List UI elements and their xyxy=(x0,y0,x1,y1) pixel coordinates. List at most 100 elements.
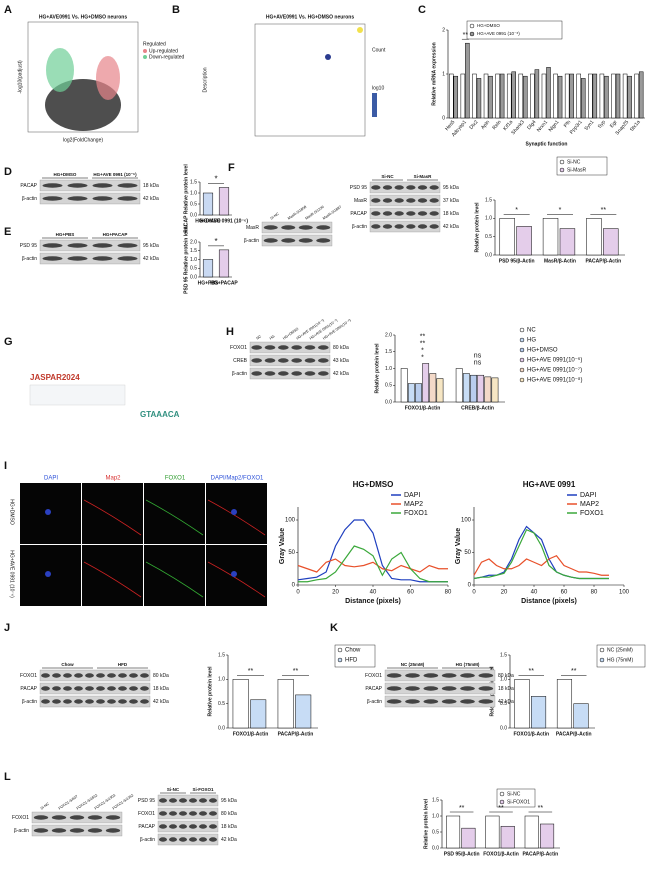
legend-swatch xyxy=(519,327,525,333)
legend-box xyxy=(466,20,563,40)
bar xyxy=(557,75,563,119)
y-tick-label: 1.5 xyxy=(500,652,507,658)
colorbar xyxy=(372,93,377,117)
bar xyxy=(627,75,632,119)
x-tick-label: PSD 95/β-Actin xyxy=(499,258,535,264)
bar xyxy=(232,679,249,729)
blot-band xyxy=(63,699,72,704)
x-axis-label: Synaptic function xyxy=(526,141,568,147)
panel-letter: A xyxy=(4,4,12,16)
blot-band xyxy=(169,798,177,803)
bar xyxy=(634,73,639,119)
line xyxy=(297,558,448,573)
blot-band xyxy=(291,345,302,350)
blot-row-label: β-actin xyxy=(14,828,29,834)
blot-row-label: β-actin xyxy=(352,224,367,230)
y-tick-label: 1.0 xyxy=(485,216,492,222)
blot-band xyxy=(42,196,63,201)
blot-strip xyxy=(384,669,496,682)
blot-strip xyxy=(369,181,441,194)
significance: * xyxy=(421,347,424,354)
blot-kda: 18 kDa xyxy=(498,686,514,692)
blot-band xyxy=(423,686,439,691)
blot-band xyxy=(406,185,416,190)
bar xyxy=(511,71,516,119)
image-column: FOXO1 xyxy=(165,476,186,482)
blot-band xyxy=(67,256,88,261)
blot-strip xyxy=(249,354,331,367)
legend-label: HG+AVE 0991 (10⁻⁶) xyxy=(477,31,520,36)
x-tick-label: MasR/β-Actin xyxy=(544,258,576,264)
blot-band xyxy=(85,699,94,704)
bar xyxy=(556,679,573,729)
blot-band xyxy=(405,699,420,704)
legend-title: log10 xyxy=(372,85,384,91)
blot-kda: 95 kDa xyxy=(443,185,459,191)
y-tick-label: 0.5 xyxy=(190,266,197,272)
blot-kda: 42 kDa xyxy=(443,224,459,230)
bar xyxy=(491,377,499,403)
y-tick-label: 1.5 xyxy=(432,797,439,803)
y-tick-label: 0.5 xyxy=(485,234,492,240)
bar xyxy=(476,78,482,119)
significance: ** xyxy=(248,668,254,675)
x-tick-label: FOXO1/β-Actin xyxy=(513,731,549,737)
blot-band xyxy=(423,699,439,704)
bar xyxy=(534,69,540,119)
significance: * xyxy=(214,237,217,246)
blot-band xyxy=(291,358,302,363)
blot-band xyxy=(107,686,116,691)
blot-kda: 80 kDa xyxy=(498,673,514,679)
legend-title: Count xyxy=(372,47,386,53)
blot-band xyxy=(41,686,50,691)
y-tick-label: 1.5 xyxy=(385,349,392,355)
y-axis-label: Relative mRNA expression xyxy=(431,42,437,105)
blot-band xyxy=(129,699,138,704)
y-tick-label: 1.0 xyxy=(432,813,439,819)
y-tick-label: 0.5 xyxy=(432,829,439,835)
x-tick-label: FOXO1/β-Actin xyxy=(405,405,441,411)
panel-letter: G xyxy=(4,336,13,348)
blot-strip xyxy=(261,221,333,234)
blot-kda: 95 kDa xyxy=(143,243,159,249)
blot-band xyxy=(107,673,116,678)
blot-band xyxy=(382,224,393,229)
neurite xyxy=(207,561,266,598)
blot-band xyxy=(460,673,475,678)
legend-label: NC xyxy=(527,328,536,334)
blot-kda: 80 kDa xyxy=(333,345,349,351)
blot-row-label: FOXO1 xyxy=(12,815,29,821)
blot-strip xyxy=(249,341,331,354)
blot-kda: 37 kDa xyxy=(443,198,459,204)
y-axis-label: Description xyxy=(202,67,208,92)
blot-band xyxy=(478,673,494,678)
volcano-up xyxy=(96,56,120,100)
blot-band xyxy=(52,686,61,691)
blot-group: Chow xyxy=(61,662,74,667)
blot-band xyxy=(63,673,72,678)
legend-label: HG+AVE 0991(10⁻⁸) xyxy=(527,377,582,384)
x-tick-label: HG+PACAP xyxy=(210,280,238,286)
y-tick-label: 1.0 xyxy=(385,366,392,372)
bar xyxy=(218,187,230,216)
blot-band xyxy=(92,243,113,248)
x-tick-label: 80 xyxy=(591,590,598,596)
bar xyxy=(530,73,535,119)
blot-band xyxy=(117,183,138,188)
line xyxy=(298,545,448,583)
blot-strip xyxy=(261,234,333,247)
blot-band xyxy=(318,345,329,350)
y-tick-label: 0.0 xyxy=(190,212,197,218)
blot-kda: 95 kDa xyxy=(221,798,237,804)
blot-band xyxy=(74,673,83,678)
blot-row-label: PSD 95 xyxy=(350,185,367,191)
blot-band xyxy=(394,224,404,229)
blot-band xyxy=(429,224,439,229)
bar xyxy=(453,75,459,119)
x-tick-label: HG+DMSO xyxy=(195,218,221,224)
blot-strip xyxy=(39,252,141,265)
bar xyxy=(592,73,598,119)
bar xyxy=(599,73,605,119)
bar xyxy=(295,694,312,729)
x-tick-label: Stx1a xyxy=(629,119,642,133)
